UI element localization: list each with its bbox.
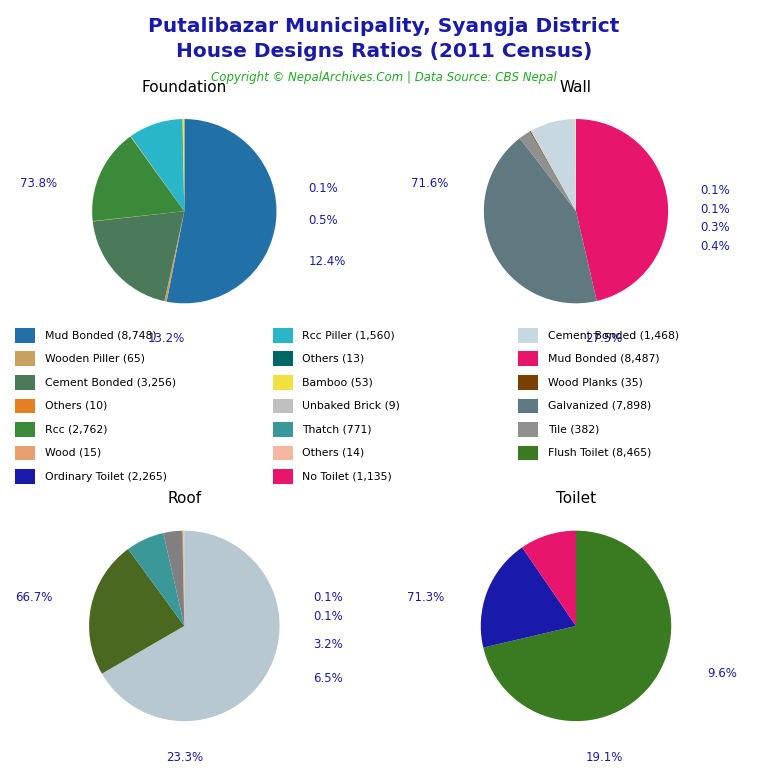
Wedge shape [131, 136, 184, 211]
Text: Tile (382): Tile (382) [548, 425, 599, 435]
Text: Bamboo (53): Bamboo (53) [302, 377, 372, 387]
FancyBboxPatch shape [15, 328, 35, 343]
FancyBboxPatch shape [518, 328, 538, 343]
Wedge shape [183, 531, 184, 626]
FancyBboxPatch shape [273, 399, 293, 413]
Text: Wood Planks (35): Wood Planks (35) [548, 377, 643, 387]
Text: 12.4%: 12.4% [309, 256, 346, 268]
FancyBboxPatch shape [15, 469, 35, 484]
Title: Roof: Roof [167, 491, 201, 505]
Text: Copyright © NepalArchives.Com | Data Source: CBS Nepal: Copyright © NepalArchives.Com | Data Sou… [211, 71, 557, 84]
Text: 13.2%: 13.2% [147, 332, 184, 345]
Text: 27.5%: 27.5% [585, 332, 622, 345]
Wedge shape [128, 533, 184, 626]
Wedge shape [520, 131, 576, 211]
Text: 73.8%: 73.8% [20, 177, 57, 190]
Wedge shape [167, 119, 276, 303]
Text: Rcc Piller (1,560): Rcc Piller (1,560) [302, 330, 395, 340]
Text: Others (13): Others (13) [302, 354, 364, 364]
Text: 9.6%: 9.6% [707, 667, 737, 680]
Title: Foundation: Foundation [141, 80, 227, 94]
Text: 19.1%: 19.1% [586, 751, 624, 764]
Text: Flush Toilet (8,465): Flush Toilet (8,465) [548, 448, 651, 458]
Text: 71.3%: 71.3% [407, 591, 445, 604]
Text: Cement Bonded (1,468): Cement Bonded (1,468) [548, 330, 679, 340]
Text: Others (14): Others (14) [302, 448, 364, 458]
FancyBboxPatch shape [518, 445, 538, 460]
Text: No Toilet (1,135): No Toilet (1,135) [302, 472, 392, 482]
FancyBboxPatch shape [273, 352, 293, 366]
FancyBboxPatch shape [15, 375, 35, 389]
Wedge shape [93, 211, 184, 221]
Text: 0.1%: 0.1% [700, 203, 730, 216]
Text: Rcc (2,762): Rcc (2,762) [45, 425, 107, 435]
Wedge shape [484, 138, 597, 303]
Text: Wood (15): Wood (15) [45, 448, 101, 458]
Text: 66.7%: 66.7% [15, 591, 53, 604]
Text: 6.5%: 6.5% [313, 672, 343, 685]
Text: Cement Bonded (3,256): Cement Bonded (3,256) [45, 377, 176, 387]
FancyBboxPatch shape [15, 422, 35, 437]
Text: 23.3%: 23.3% [166, 751, 203, 764]
FancyBboxPatch shape [273, 375, 293, 389]
Wedge shape [164, 211, 184, 302]
Text: Others (10): Others (10) [45, 401, 107, 411]
Text: 0.3%: 0.3% [700, 221, 730, 234]
Wedge shape [182, 119, 184, 211]
Wedge shape [89, 549, 184, 674]
Title: Wall: Wall [560, 80, 592, 94]
Wedge shape [131, 119, 184, 211]
FancyBboxPatch shape [518, 375, 538, 389]
Text: House Designs Ratios (2011 Census): House Designs Ratios (2011 Census) [176, 42, 592, 61]
Wedge shape [575, 119, 576, 211]
Text: 0.1%: 0.1% [309, 182, 339, 194]
Text: Ordinary Toilet (2,265): Ordinary Toilet (2,265) [45, 472, 167, 482]
Text: Mud Bonded (8,487): Mud Bonded (8,487) [548, 354, 659, 364]
FancyBboxPatch shape [518, 422, 538, 437]
Text: Putalibazar Municipality, Syangja District: Putalibazar Municipality, Syangja Distri… [148, 17, 620, 36]
Wedge shape [522, 531, 576, 626]
Wedge shape [483, 531, 671, 721]
Text: 3.2%: 3.2% [313, 638, 343, 651]
Text: 0.1%: 0.1% [313, 610, 343, 623]
FancyBboxPatch shape [518, 352, 538, 366]
Wedge shape [531, 119, 576, 211]
Text: Unbaked Brick (9): Unbaked Brick (9) [302, 401, 399, 411]
Text: Wooden Piller (65): Wooden Piller (65) [45, 354, 144, 364]
FancyBboxPatch shape [518, 399, 538, 413]
Title: Toilet: Toilet [556, 491, 596, 505]
Wedge shape [481, 548, 576, 647]
Wedge shape [183, 531, 184, 626]
FancyBboxPatch shape [273, 328, 293, 343]
FancyBboxPatch shape [15, 445, 35, 460]
Text: 0.1%: 0.1% [313, 591, 343, 604]
Text: 0.5%: 0.5% [309, 214, 339, 227]
Text: Galvanized (7,898): Galvanized (7,898) [548, 401, 650, 411]
Text: Thatch (771): Thatch (771) [302, 425, 372, 435]
Wedge shape [93, 211, 184, 301]
Wedge shape [102, 531, 280, 721]
Wedge shape [164, 531, 184, 626]
FancyBboxPatch shape [273, 422, 293, 437]
Text: 0.4%: 0.4% [700, 240, 730, 253]
Wedge shape [530, 131, 576, 211]
FancyBboxPatch shape [273, 469, 293, 484]
Wedge shape [183, 119, 184, 211]
FancyBboxPatch shape [273, 445, 293, 460]
Text: 0.1%: 0.1% [700, 184, 730, 197]
Text: Mud Bonded (8,748): Mud Bonded (8,748) [45, 330, 156, 340]
Wedge shape [92, 137, 184, 221]
Wedge shape [576, 119, 668, 301]
Text: 71.6%: 71.6% [412, 177, 449, 190]
FancyBboxPatch shape [15, 352, 35, 366]
FancyBboxPatch shape [15, 399, 35, 413]
